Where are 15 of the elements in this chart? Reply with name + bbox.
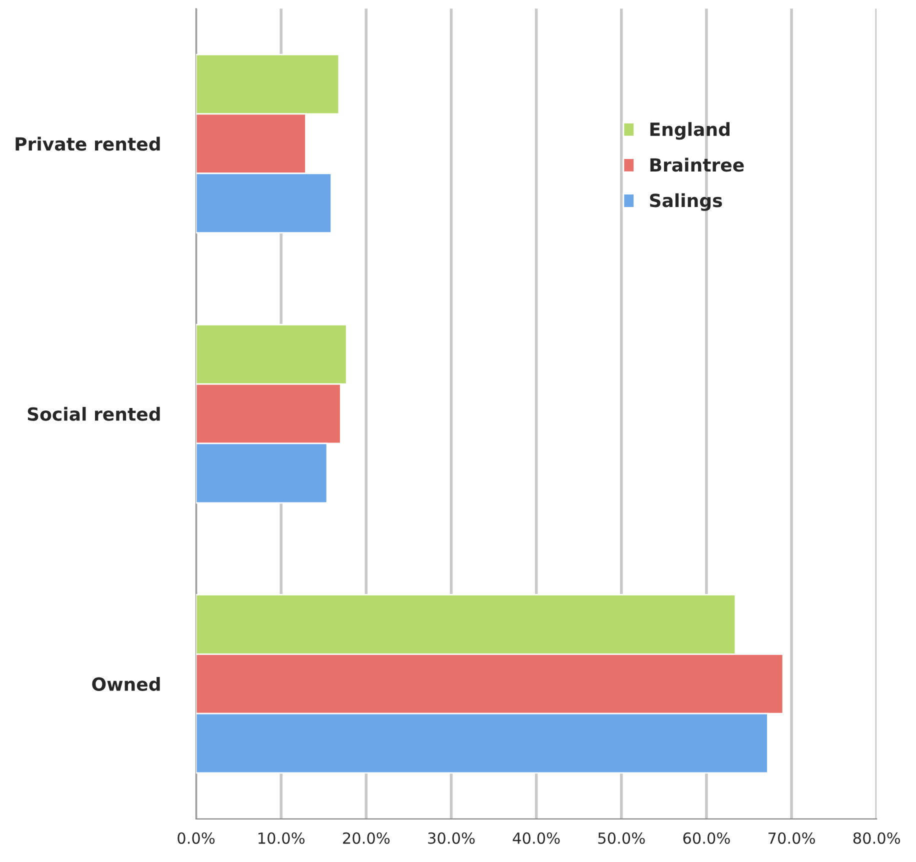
legend-label: Braintree: [650, 158, 744, 172]
x-tick-label: 10.0%: [258, 832, 305, 844]
y-tick-label: Private rented: [16, 136, 160, 151]
x-tick-label: 80.0%: [853, 832, 900, 844]
legend-label: Salings: [650, 193, 722, 211]
x-tick-label: 30.0%: [428, 832, 475, 844]
x-tick-label: 20.0%: [343, 832, 390, 844]
x-tick-label: 0.0%: [178, 832, 215, 844]
x-tick-label: 50.0%: [598, 832, 645, 844]
x-tick-label: 70.0%: [768, 832, 815, 844]
x-tick-label: 40.0%: [512, 832, 560, 844]
x-tick-label: 60.0%: [683, 832, 730, 844]
y-tick-label: Social rented: [28, 406, 160, 421]
y-tick-label: Owned: [92, 676, 160, 691]
legend-label: England: [650, 122, 730, 140]
